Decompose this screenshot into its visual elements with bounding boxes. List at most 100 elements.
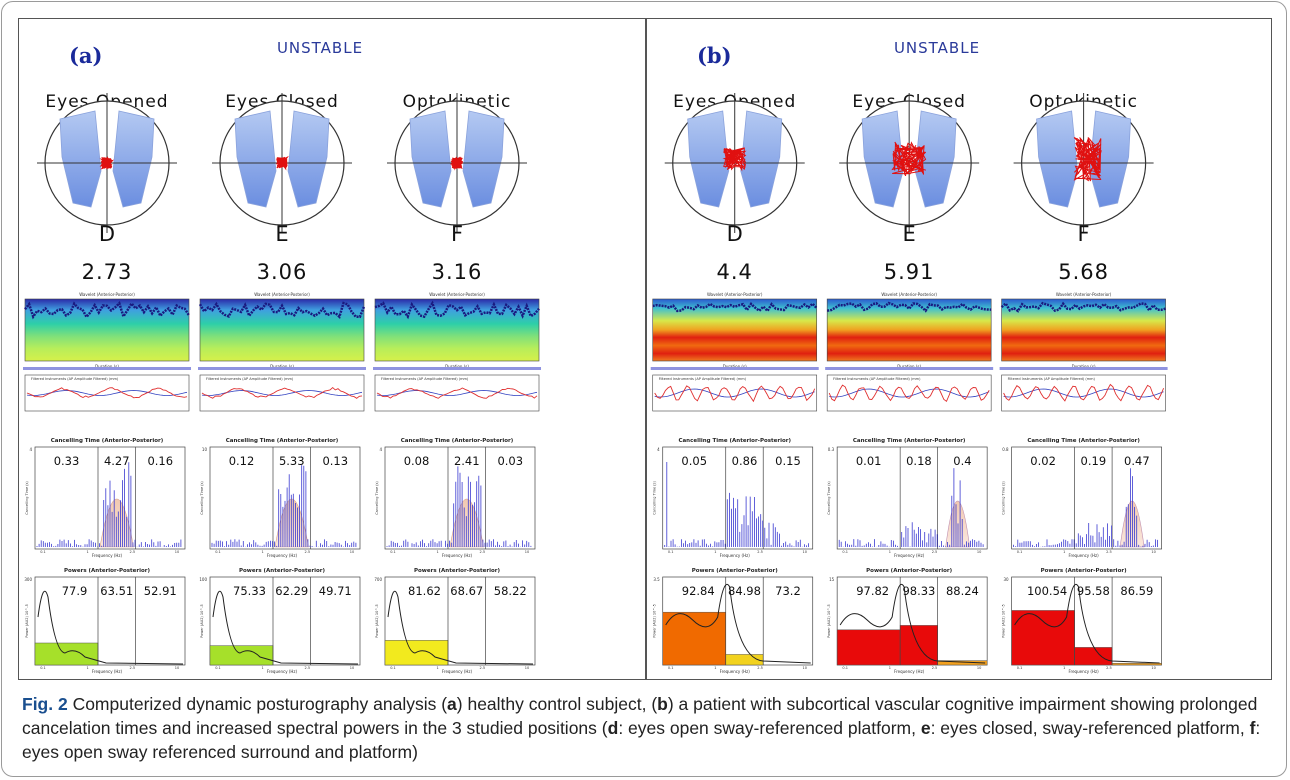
- stability-score: 5.91: [884, 260, 935, 284]
- trace-line-raw: [26, 387, 188, 399]
- power-value: 97.82: [856, 584, 889, 598]
- cancel-y-tick: 4: [29, 447, 32, 452]
- power-x-tick: 1: [889, 666, 891, 670]
- cancel-x-tick: 1: [889, 550, 891, 554]
- power-x-tick: 10: [1151, 666, 1155, 670]
- sway-trajectory: [891, 141, 927, 177]
- cancel-value: 0.19: [1081, 454, 1107, 468]
- wavelet-x-label: Duration (s): [1072, 364, 1096, 369]
- power-x-label: Frequency (Hz): [720, 669, 751, 674]
- caption-figure-label: Fig. 2: [22, 694, 68, 714]
- sway-trajectory: [99, 156, 115, 170]
- wavelet-title: Wavelet (Anterior-Posterior): [707, 292, 763, 297]
- trace-line-filtered: [829, 388, 990, 398]
- power-x-tick: 0.1: [215, 666, 221, 670]
- power-spectrum-curve: [212, 590, 359, 665]
- wavelet-x-label: Duration (s): [723, 364, 747, 369]
- power-chart-title: Powers (Anterior-Posterior): [64, 568, 150, 574]
- power-x-tick: 2.5: [480, 666, 486, 670]
- cancel-value: 0.12: [229, 454, 255, 468]
- cancel-x-label: Frequency (Hz): [267, 553, 298, 558]
- power-value: 77.9: [62, 584, 88, 598]
- trace-line-raw: [201, 386, 363, 399]
- cancel-chart-title: Cancelling Time (Anterior-Posterior): [678, 438, 791, 444]
- power-x-tick: 1: [1063, 666, 1065, 670]
- cancel-value: 0.05: [681, 454, 707, 468]
- power-value: 88.24: [946, 584, 979, 598]
- position-letter: D: [99, 222, 115, 246]
- wavelet-spectrogram: [826, 298, 992, 362]
- cancel-x-label: Frequency (Hz): [442, 553, 473, 558]
- cancel-x-label: Frequency (Hz): [1069, 553, 1100, 558]
- cancel-x-tick: 1: [262, 550, 264, 554]
- cancel-x-label: Frequency (Hz): [92, 553, 123, 558]
- cancel-y-label: Cancelling Time (s): [827, 481, 831, 515]
- wavelet-x-label: Duration (s): [270, 364, 294, 369]
- cancel-chart-title: Cancelling Time (Anterior-Posterior): [1027, 438, 1140, 444]
- power-y-label: Power (AU2) 10^-5: [200, 604, 204, 638]
- power-x-tick: 1: [87, 666, 89, 670]
- left-foot-outline: [1036, 110, 1079, 208]
- trace-line-filtered: [1003, 388, 1164, 398]
- power-y-label: Power (AU2) 10^-5: [653, 604, 657, 638]
- wavelet-x-label: Duration (s): [95, 364, 119, 369]
- trace-title: Filtered Instruments (AP Amplitude Filte…: [381, 377, 469, 381]
- caption-text-6: : eyes open sway referenced surround and…: [22, 718, 1261, 762]
- condition-title-b: UNSTABLE: [894, 39, 980, 57]
- wavelet-spectrogram: [374, 298, 540, 362]
- trace-box: [374, 374, 540, 412]
- panel-label-a: (a): [69, 43, 102, 68]
- trace-separator: [650, 367, 819, 370]
- power-x-tick: 1: [262, 666, 264, 670]
- power-x-tick: 0.1: [390, 666, 396, 670]
- panel-label-b: (b): [697, 43, 732, 68]
- cancel-chart-title: Cancelling Time (Anterior-Posterior): [226, 438, 339, 444]
- sway-trajectory: [275, 155, 289, 171]
- power-y-tick: 100: [199, 577, 207, 582]
- power-chart-title: Powers (Anterior-Posterior): [239, 568, 325, 574]
- power-x-label: Frequency (Hz): [92, 669, 123, 674]
- trace-separator: [198, 367, 366, 370]
- cancel-peak-fill: [99, 498, 134, 548]
- cancel-value: 0.13: [322, 454, 348, 468]
- stability-score: 3.06: [257, 260, 308, 284]
- stability-score: 5.68: [1058, 260, 1109, 284]
- position-letter: F: [1078, 222, 1090, 246]
- sway-trajectory: [1073, 137, 1102, 182]
- power-x-tick: 0.1: [668, 666, 674, 670]
- wavelet-spectrogram: [1001, 298, 1166, 362]
- cancel-y-label: Cancelling Time (s): [25, 481, 29, 515]
- cancel-value: 0.86: [732, 454, 758, 468]
- cancel-x-label: Frequency (Hz): [894, 553, 925, 558]
- wavelet-high-frequency-band: [24, 300, 191, 320]
- condition-title-a: UNSTABLE: [277, 39, 363, 57]
- cancel-x-tick: 1: [437, 550, 439, 554]
- right-foot-outline: [462, 110, 505, 208]
- trace-box: [199, 374, 365, 412]
- cancel-x-tick: 2.5: [130, 550, 136, 554]
- cancel-y-tick: 0.8: [1002, 447, 1009, 452]
- wavelet-high-frequency-band: [1000, 301, 1166, 313]
- power-x-tick: 10: [350, 666, 354, 670]
- power-band-high: [1111, 662, 1162, 666]
- power-value: 63.51: [100, 584, 133, 598]
- figure-caption: Fig. 2 Computerized dynamic posturograph…: [22, 692, 1272, 764]
- position-letter: E: [275, 222, 288, 246]
- power-x-tick: 2.5: [130, 666, 136, 670]
- trace-box: [1001, 374, 1166, 412]
- power-value: 81.62: [408, 584, 441, 598]
- left-foot-outline: [234, 110, 277, 208]
- power-value: 68.67: [450, 584, 483, 598]
- trace-line-raw: [1003, 383, 1165, 402]
- trace-box: [652, 374, 818, 412]
- power-x-label: Frequency (Hz): [267, 669, 298, 674]
- trace-title: Filtered Instruments (AP Amplitude Filte…: [833, 377, 921, 381]
- right-foot-outline: [112, 110, 155, 208]
- stability-score: 4.4: [717, 260, 753, 284]
- cancel-spectrum: [1013, 468, 1158, 547]
- trace-line-filtered: [654, 388, 815, 398]
